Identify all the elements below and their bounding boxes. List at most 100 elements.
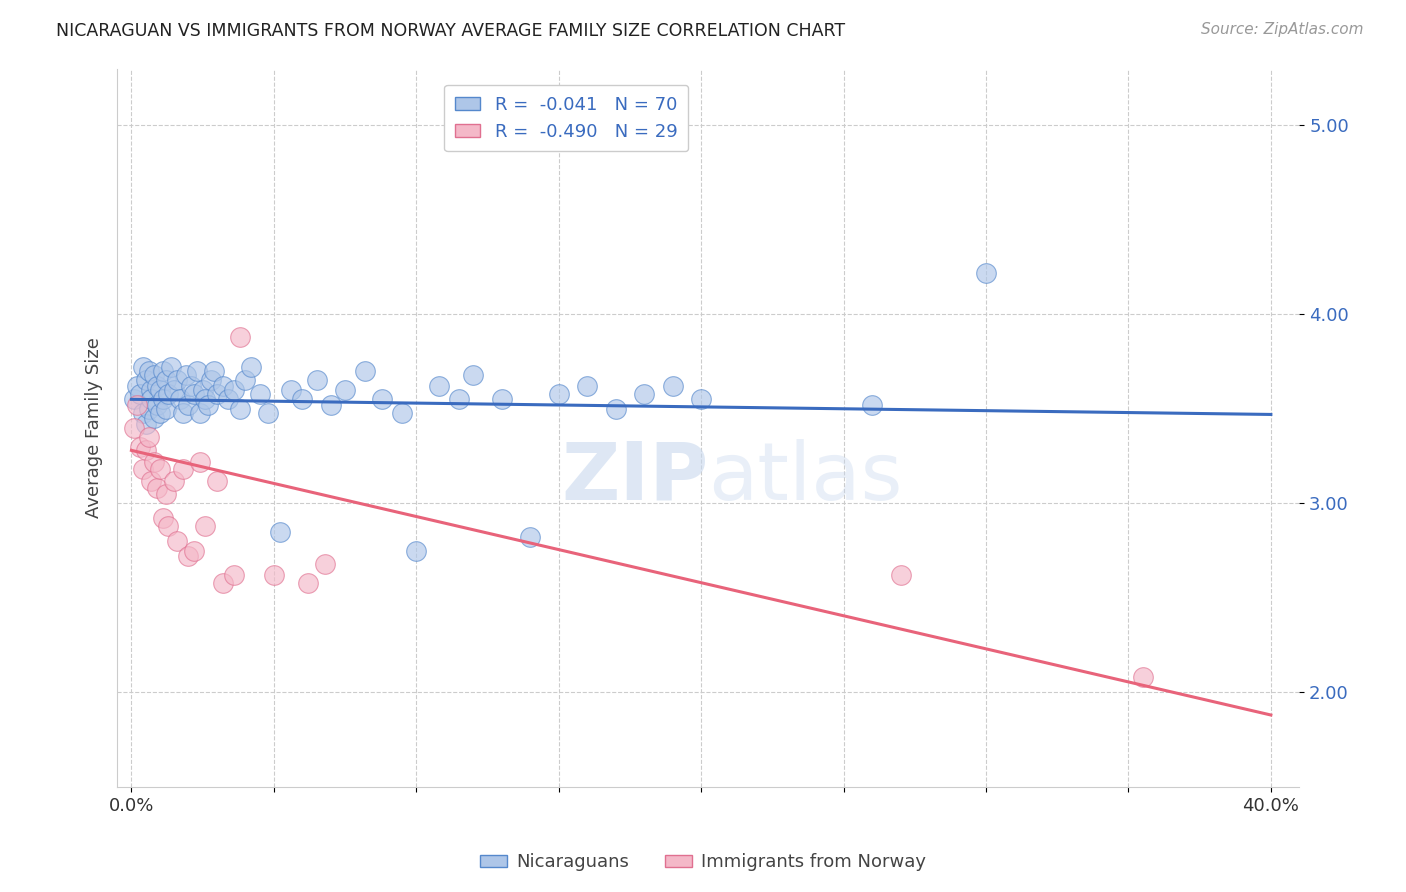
Point	[149, 383, 172, 397]
Text: atlas: atlas	[709, 439, 903, 517]
Point	[222, 568, 245, 582]
Point	[235, 373, 257, 387]
Point	[146, 398, 169, 412]
Point	[228, 330, 250, 344]
Point	[205, 474, 228, 488]
Point	[188, 455, 211, 469]
Point	[240, 360, 263, 375]
Point	[124, 420, 146, 434]
Point	[690, 392, 713, 407]
Point	[269, 524, 291, 539]
Text: NICARAGUAN VS IMMIGRANTS FROM NORWAY AVERAGE FAMILY SIZE CORRELATION CHART: NICARAGUAN VS IMMIGRANTS FROM NORWAY AVE…	[56, 22, 845, 40]
Point	[143, 368, 166, 382]
Point	[333, 383, 356, 397]
Point	[291, 392, 314, 407]
Point	[180, 379, 202, 393]
Point	[174, 368, 197, 382]
Point	[157, 386, 180, 401]
Point	[141, 383, 163, 397]
Point	[132, 360, 155, 375]
Point	[197, 398, 219, 412]
Point	[605, 401, 627, 416]
Point	[297, 575, 319, 590]
Point	[661, 379, 683, 393]
Point	[146, 379, 169, 393]
Point	[211, 379, 233, 393]
Point	[633, 386, 655, 401]
Point	[143, 455, 166, 469]
Point	[547, 386, 569, 401]
Point	[491, 392, 513, 407]
Point	[157, 519, 180, 533]
Point	[127, 398, 149, 412]
Point	[149, 462, 172, 476]
Point	[155, 401, 177, 416]
Text: ZIP: ZIP	[561, 439, 709, 517]
Point	[263, 568, 285, 582]
Point	[172, 406, 194, 420]
Legend: R =  -0.041   N = 70, R =  -0.490   N = 29: R = -0.041 N = 70, R = -0.490 N = 29	[444, 85, 689, 152]
Point	[138, 364, 160, 378]
Point	[163, 474, 186, 488]
Point	[211, 575, 233, 590]
Point	[447, 392, 470, 407]
Point	[463, 368, 485, 382]
Y-axis label: Average Family Size: Average Family Size	[86, 337, 103, 518]
Point	[354, 364, 377, 378]
Point	[249, 386, 271, 401]
Legend: Nicaraguans, Immigrants from Norway: Nicaraguans, Immigrants from Norway	[472, 847, 934, 879]
Point	[129, 386, 152, 401]
Point	[257, 406, 280, 420]
Point	[200, 373, 222, 387]
Point	[371, 392, 394, 407]
Point	[138, 430, 160, 444]
Point	[205, 386, 228, 401]
Point	[166, 373, 188, 387]
Point	[183, 386, 205, 401]
Point	[146, 481, 169, 495]
Point	[152, 511, 174, 525]
Point	[141, 474, 163, 488]
Point	[405, 543, 427, 558]
Point	[135, 373, 157, 387]
Point	[172, 462, 194, 476]
Point	[319, 398, 342, 412]
Point	[576, 379, 599, 393]
Point	[132, 462, 155, 476]
Point	[860, 398, 883, 412]
Point	[1132, 670, 1154, 684]
Point	[427, 379, 450, 393]
Point	[177, 549, 200, 564]
Point	[228, 401, 250, 416]
Point	[135, 417, 157, 431]
Point	[305, 373, 328, 387]
Point	[194, 519, 217, 533]
Point	[163, 383, 186, 397]
Point	[280, 383, 302, 397]
Point	[138, 401, 160, 416]
Point	[314, 557, 336, 571]
Point	[155, 373, 177, 387]
Point	[391, 406, 413, 420]
Point	[194, 392, 217, 407]
Point	[202, 364, 225, 378]
Point	[155, 487, 177, 501]
Point	[188, 406, 211, 420]
Point	[183, 543, 205, 558]
Point	[160, 360, 183, 375]
Point	[974, 266, 997, 280]
Point	[124, 392, 146, 407]
Point	[186, 364, 208, 378]
Point	[169, 392, 191, 407]
Point	[222, 383, 245, 397]
Point	[519, 530, 541, 544]
Point	[127, 379, 149, 393]
Point	[191, 383, 214, 397]
Point	[152, 392, 174, 407]
Point	[132, 406, 155, 420]
Point	[166, 534, 188, 549]
Point	[149, 406, 172, 420]
Text: Source: ZipAtlas.com: Source: ZipAtlas.com	[1201, 22, 1364, 37]
Point	[217, 392, 239, 407]
Point	[177, 398, 200, 412]
